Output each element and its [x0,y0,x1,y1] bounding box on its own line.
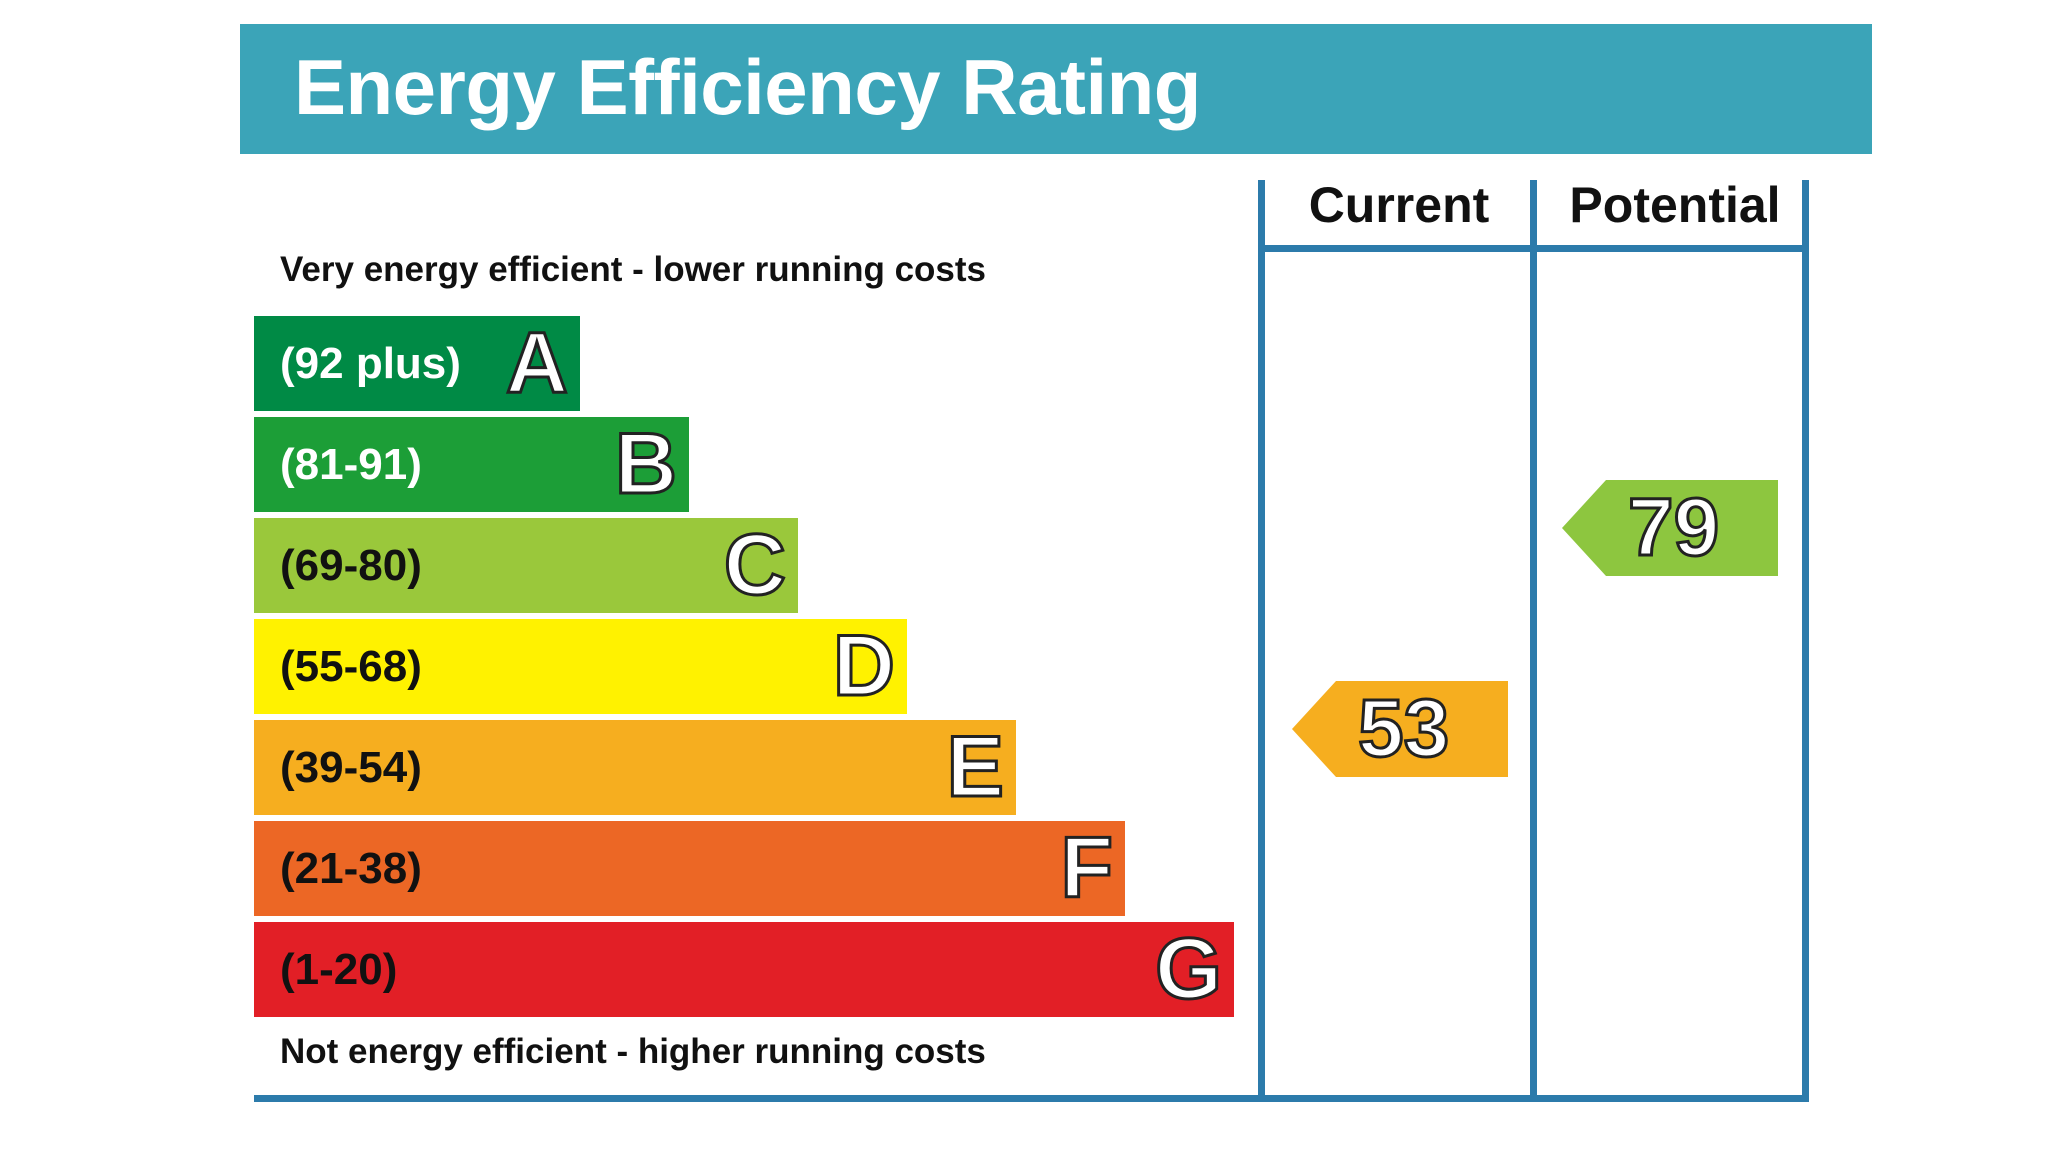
current-column-left-border [1258,180,1265,1100]
band-letter: B [613,415,678,513]
potential-column-header: Potential [1569,177,1781,233]
top-caption: Very energy efficient - lower running co… [280,250,987,289]
band-range-label: (92 plus) [280,339,461,388]
band-letter: C [722,516,787,614]
band-range-label: (69-80) [280,541,422,590]
band-letter: E [945,718,1005,816]
band-letter: A [504,314,569,412]
arrow-body [1292,681,1508,777]
band-b: (81-91) B [254,415,689,513]
band-range-label: (21-38) [280,844,422,893]
band-d: (55-68) D [254,617,907,715]
band-g: (1-20) G [254,920,1234,1018]
potential-column-right-border [1802,180,1809,1100]
arrow-shape [1562,480,1778,576]
band-a: (92 plus) A [254,314,580,412]
current-column-header: Current [1308,177,1490,233]
band-range-label: (39-54) [280,743,422,792]
chart-bottom-border [254,1095,1809,1102]
bottom-caption: Not energy efficient - higher running co… [280,1032,986,1071]
band-letter: G [1154,920,1224,1018]
header-bar: Energy Efficiency Rating [240,24,1872,154]
band-c: (69-80) C [254,516,798,614]
current-rating-arrow: 53 [1292,681,1508,777]
potential-rating-arrow: 79 [1562,480,1778,576]
band-e: (39-54) E [254,718,1016,816]
arrow-body [1562,480,1778,576]
band-letter: D [831,617,896,715]
arrow-shape [1292,681,1508,777]
band-range-label: (1-20) [280,945,398,994]
band-letter: F [1059,819,1115,917]
arrow-value: 79 [1626,481,1720,575]
column-header-underline [1258,245,1809,252]
band-range-label: (55-68) [280,642,422,691]
band-f: (21-38) F [254,819,1125,917]
band-range-label: (81-91) [280,440,422,489]
arrow-value: 53 [1356,682,1450,776]
chart-title: Energy Efficiency Rating [294,43,1201,131]
column-divider [1530,180,1537,1100]
